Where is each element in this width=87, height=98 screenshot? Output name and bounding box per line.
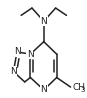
Text: N: N [40,17,47,26]
Text: N: N [10,67,17,76]
Text: N: N [27,50,34,59]
Text: CH: CH [72,83,85,92]
Text: N: N [40,85,47,94]
Text: 3: 3 [81,87,85,93]
Text: N: N [14,47,20,56]
